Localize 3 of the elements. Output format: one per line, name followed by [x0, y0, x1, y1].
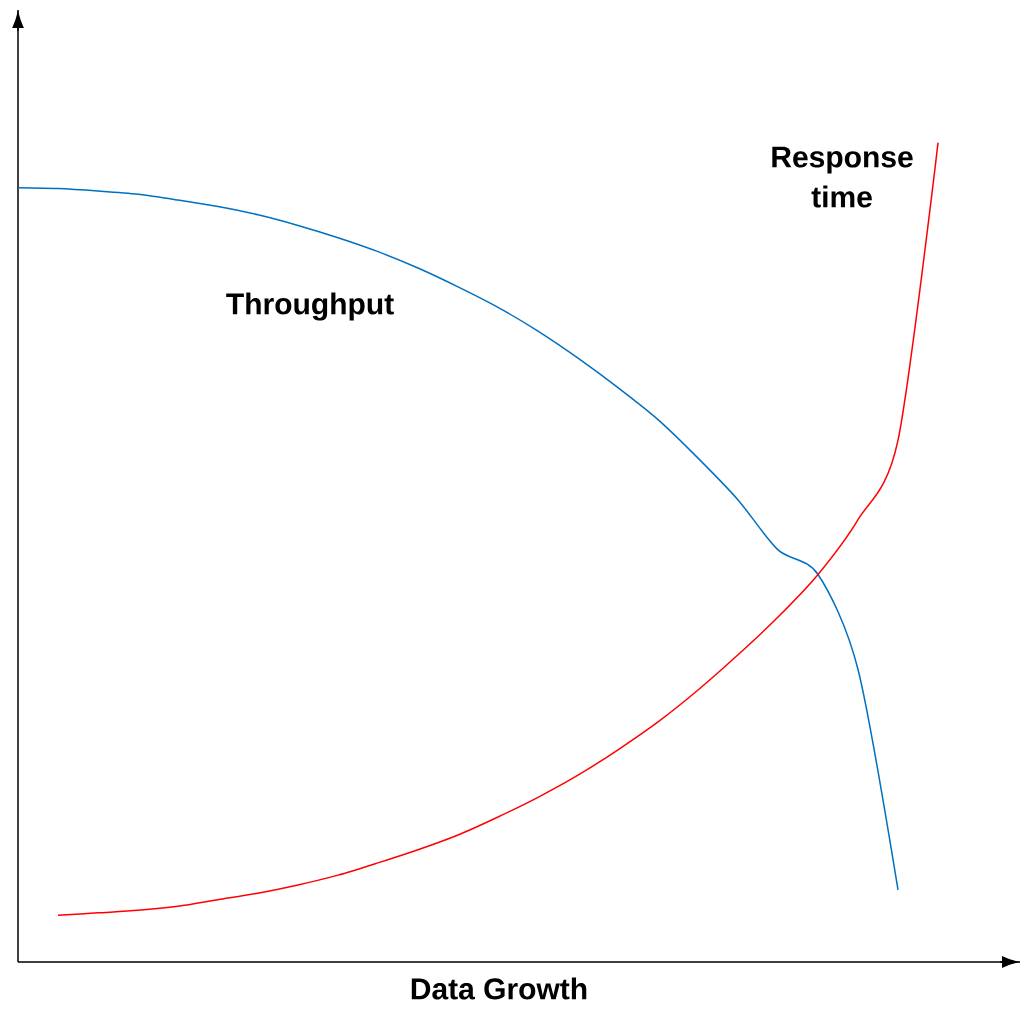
x-axis-title: Data Growth — [411, 977, 587, 1000]
series-label: Throughput — [226, 292, 394, 321]
series-label: Response time — [772, 146, 913, 208]
